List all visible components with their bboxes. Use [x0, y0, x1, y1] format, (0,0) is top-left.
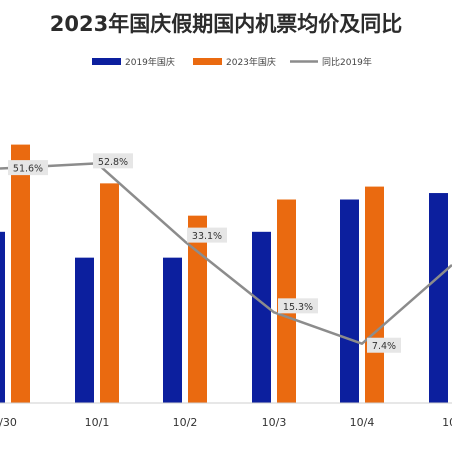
legend-label-2019: 2019年国庆	[125, 56, 175, 68]
bar-2019-2	[163, 257, 182, 403]
data-label-bg	[278, 298, 318, 314]
data-label-bg	[8, 160, 48, 176]
chart-title: 2023年国庆假期国内机票均价及同比	[50, 12, 402, 36]
bar-2023-2	[188, 215, 207, 403]
bar-2019-0	[0, 231, 5, 403]
legend-swatch-2019	[92, 58, 121, 65]
x-tick-label: 10/1	[85, 416, 110, 429]
data-label-bg	[93, 153, 133, 169]
data-label-yoy: 33.1%	[192, 231, 222, 242]
legend: 2019年国庆 2023年国庆 同比2019年	[92, 56, 372, 68]
x-tick-label: 10/	[442, 416, 452, 429]
bar-2023-0	[11, 144, 30, 403]
data-label-bg	[187, 227, 227, 243]
yoy-line	[0, 162, 452, 345]
x-tick-label: /30	[0, 416, 17, 429]
data-label-yoy: 15.3%	[283, 302, 313, 313]
bar-2019-4	[340, 199, 359, 403]
legend-label-yoy: 同比2019年	[322, 56, 372, 68]
bar-2019-3	[252, 231, 271, 403]
data-label-bg	[367, 337, 401, 353]
bar-2019-1	[75, 257, 94, 403]
x-tick-label: 10/3	[262, 416, 287, 429]
x-tick-layer: /30 10/1 10/2 10/3 10/4 10/	[0, 416, 452, 429]
bar-2019-5	[429, 193, 448, 403]
data-label-layer: 51.6% 52.8% 33.1% 15.3% 7.4%	[8, 153, 401, 353]
legend-label-2023: 2023年国庆	[226, 56, 276, 68]
legend-swatch-2023	[193, 58, 222, 65]
x-tick-label: 10/4	[350, 416, 375, 429]
bar-2023-1	[100, 183, 119, 403]
bar-2023-4	[365, 186, 384, 403]
data-label-yoy: 51.6%	[13, 164, 43, 175]
x-tick-label: 10/2	[173, 416, 198, 429]
data-label-yoy: 52.8%	[98, 157, 128, 168]
data-label-yoy: 7.4%	[372, 341, 396, 352]
bar-layer	[0, 144, 448, 403]
